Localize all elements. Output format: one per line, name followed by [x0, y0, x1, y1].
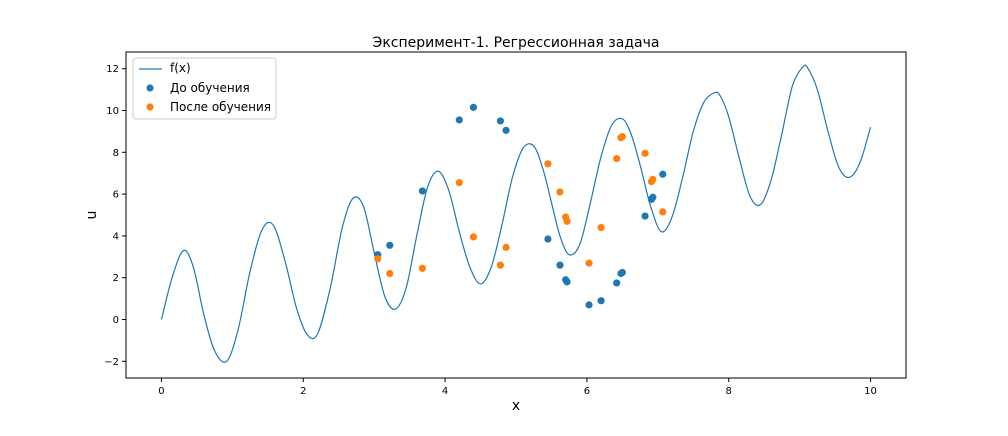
- scatter-point-series-1: [455, 116, 463, 124]
- y-tick-label: 8: [113, 148, 119, 159]
- scatter-point-series-2: [618, 133, 626, 141]
- scatter-point-series-1: [563, 278, 571, 286]
- x-axis: 0 2 4 6 8 10: [158, 378, 877, 397]
- y-tick-label: 10: [106, 106, 119, 117]
- legend-dot-marker: [146, 84, 154, 92]
- x-tick-label: 4: [442, 386, 448, 397]
- scatter-point-series-1: [418, 187, 426, 195]
- x-axis-label: x: [512, 398, 520, 414]
- scatter-point-series-2: [659, 208, 667, 216]
- scatter-point-series-2: [563, 217, 571, 225]
- legend-box: [132, 57, 277, 120]
- scatter-point-series-1: [469, 103, 478, 111]
- scatter-point-series-1: [556, 261, 564, 269]
- scatter-point-series-1: [649, 193, 657, 201]
- y-tick-label: 2: [113, 273, 119, 284]
- scatter-point-series-2: [386, 269, 394, 278]
- y-tick-label: 0: [113, 315, 119, 326]
- x-tick-label: 10: [864, 386, 877, 397]
- scatter-point-series-2: [469, 233, 478, 241]
- chart-title: Эксперимент-1. Регрессионная задача: [373, 35, 660, 51]
- legend-dot-marker: [146, 103, 154, 111]
- legend: f(x) До обучения После обучения: [132, 57, 277, 120]
- legend-entry-label: f(x): [170, 61, 191, 75]
- y-axis: −2 0 2 4 6 8 10 12: [104, 64, 126, 368]
- x-tick-label: 0: [158, 386, 164, 397]
- scatter-point-series-2: [374, 255, 382, 263]
- scatter-point-series-2: [613, 154, 621, 163]
- scatter-point-series-2: [455, 179, 463, 187]
- legend-entry-label: После обучения: [170, 100, 271, 114]
- axes-frame: [125, 51, 907, 379]
- scatter-point-series-1: [585, 301, 593, 309]
- scatter-point-series-1: [544, 235, 552, 243]
- x-tick-label: 6: [584, 386, 590, 397]
- scatter-point-series-2: [502, 243, 510, 251]
- scatter-point-series-1: [496, 117, 504, 125]
- scatter-point-series-2: [556, 188, 564, 196]
- y-tick-label: −2: [104, 357, 119, 368]
- series-line-fx: [160, 64, 872, 363]
- scatter-point-series-1: [502, 126, 510, 134]
- scatter-point-series-1: [659, 170, 667, 178]
- scatter-point-series-2: [597, 223, 605, 232]
- scatter-point-series-2: [544, 160, 552, 168]
- y-tick-label: 12: [106, 64, 119, 75]
- scatter-point-series-1: [597, 297, 605, 305]
- scatter-point-series-2: [585, 259, 593, 267]
- y-tick-label: 4: [113, 231, 119, 242]
- scatter-point-series-2: [649, 175, 657, 184]
- scatter-point-series-2: [641, 149, 649, 157]
- scatter-point-series-1: [613, 279, 621, 287]
- legend-entry-label: До обучения: [170, 81, 250, 95]
- plot-area: [160, 64, 872, 363]
- scatter-point-series-2: [496, 261, 504, 269]
- y-tick-label: 6: [113, 190, 119, 201]
- scatter-point-series-1: [641, 212, 649, 220]
- x-tick-label: 2: [300, 386, 306, 397]
- y-axis-label: u: [84, 211, 100, 220]
- scatter-point-series-2: [418, 264, 426, 272]
- scatter-point-series-1: [386, 241, 394, 249]
- x-tick-label: 8: [726, 386, 732, 397]
- scatter-point-series-1: [618, 268, 626, 277]
